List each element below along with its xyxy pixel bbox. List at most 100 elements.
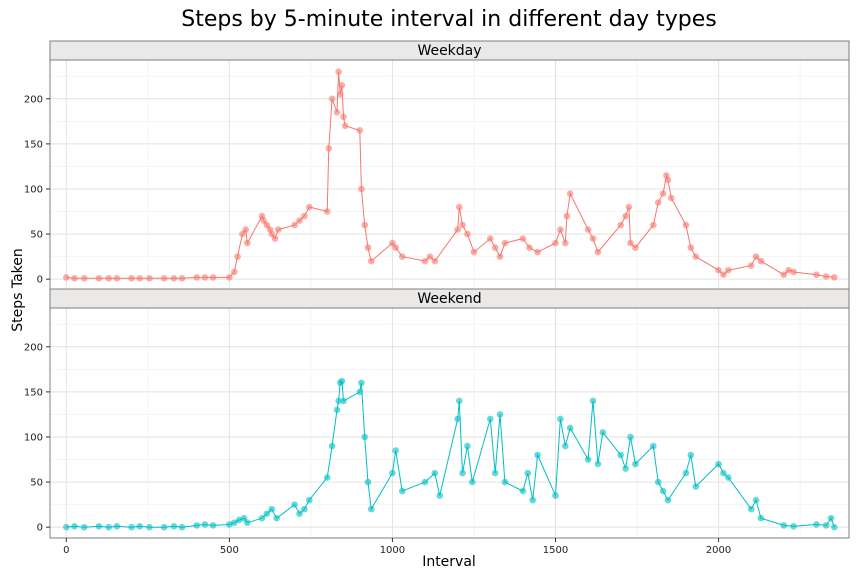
data-point-weekday: [692, 253, 700, 260]
data-point-weekend: [599, 429, 607, 436]
data-point-weekend: [519, 487, 527, 495]
data-point-weekday: [715, 266, 722, 274]
data-point-weekend: [827, 514, 835, 522]
data-point-weekend: [654, 478, 662, 486]
data-point-weekday: [105, 274, 113, 282]
data-point-weekend: [178, 523, 186, 531]
data-point-weekday: [491, 244, 499, 251]
chart-title: Steps by 5-minute interval in different …: [181, 7, 716, 32]
data-point-weekday: [361, 221, 369, 229]
data-point-weekday: [367, 257, 375, 265]
data-point-weekday: [421, 257, 429, 265]
x-tick-label: 2000: [706, 545, 731, 556]
data-point-weekday: [519, 235, 527, 242]
data-point-weekday: [234, 253, 241, 260]
data-point-weekday: [470, 248, 478, 256]
data-point-weekend: [790, 522, 797, 530]
data-point-weekday: [335, 68, 342, 76]
data-point-weekday: [80, 274, 88, 282]
y-tick-label: 0: [37, 275, 43, 286]
plot-area-weekend: [49, 307, 850, 539]
data-point-weekend: [687, 451, 695, 459]
y-tick-label: 150: [24, 139, 43, 150]
data-point-weekend: [594, 460, 602, 468]
data-point-weekday: [63, 274, 70, 281]
x-axis-label: Interval: [422, 554, 476, 570]
data-point-weekend: [80, 523, 88, 531]
data-point-weekend: [209, 522, 217, 529]
data-point-weekday: [526, 244, 533, 251]
data-point-weekend: [491, 469, 499, 477]
data-point-weekend: [459, 469, 466, 477]
data-point-weekend: [105, 523, 113, 531]
data-point-weekday: [627, 239, 634, 247]
data-point-weekday: [328, 95, 336, 103]
data-point-weekend: [201, 521, 209, 528]
data-point-weekday: [340, 113, 347, 121]
data-point-weekend: [431, 469, 439, 477]
data-point-weekend: [305, 496, 313, 504]
data-point-weekday: [682, 221, 690, 229]
data-point-weekend: [170, 522, 178, 530]
data-point-weekend: [469, 478, 476, 486]
y-tick-label: 200: [24, 342, 43, 353]
data-point-weekend: [338, 377, 346, 385]
data-point-weekend: [557, 415, 564, 423]
data-point-weekday: [128, 274, 135, 282]
data-point-weekday: [780, 271, 788, 278]
x-tick-label: 500: [220, 545, 239, 556]
data-point-weekday: [725, 266, 732, 274]
data-point-weekday: [659, 190, 667, 197]
data-point-weekday: [566, 190, 574, 197]
x-tick-label: 0: [63, 545, 69, 556]
data-point-weekday: [594, 248, 602, 256]
data-point-weekend: [333, 406, 341, 414]
data-point-weekday: [632, 244, 639, 251]
data-point-weekend: [496, 411, 504, 418]
data-point-weekend: [361, 433, 369, 441]
data-point-weekend: [780, 522, 788, 529]
data-point-weekday: [757, 257, 765, 265]
data-point-weekday: [301, 212, 308, 220]
data-point-weekday: [664, 176, 672, 184]
data-point-weekday: [501, 239, 509, 247]
data-point-weekend: [589, 397, 597, 405]
data-point-weekend: [725, 474, 732, 481]
data-point-weekend: [650, 442, 657, 450]
data-point-weekday: [244, 239, 251, 247]
data-point-weekend: [358, 379, 365, 387]
data-point-weekday: [822, 273, 830, 280]
data-point-weekday: [356, 127, 364, 134]
y-tick-label: 200: [24, 94, 43, 105]
data-point-weekend: [258, 514, 266, 522]
data-point-weekend: [263, 510, 271, 517]
x-axis: 0 500 1000 1500 2000: [63, 538, 731, 556]
data-point-weekend: [627, 433, 634, 441]
data-point-weekend: [392, 447, 399, 454]
data-point-weekday: [113, 274, 121, 282]
data-point-weekend: [715, 460, 722, 468]
data-point-weekday: [71, 274, 78, 282]
data-point-weekend: [831, 523, 838, 531]
data-point-weekend: [323, 474, 331, 481]
data-point-weekend: [230, 519, 238, 526]
data-point-weekday: [687, 244, 695, 251]
data-point-weekend: [501, 478, 509, 486]
data-point-weekday: [813, 271, 820, 278]
data-point-weekday: [667, 194, 675, 202]
y-tick-label: 100: [24, 184, 43, 195]
data-point-weekend: [71, 522, 78, 530]
data-point-weekday: [622, 212, 629, 220]
data-point-weekday: [496, 253, 504, 260]
data-point-weekday: [136, 274, 143, 282]
data-point-weekday: [209, 274, 217, 281]
data-point-weekend: [436, 492, 444, 499]
y-axis-weekday: 0 50 100 150 200: [24, 94, 50, 286]
data-point-weekend: [566, 424, 574, 432]
data-point-weekend: [421, 478, 429, 486]
data-point-weekend: [747, 505, 755, 513]
panel-weekend: Weekend 0 50 100 150 200: [24, 288, 850, 539]
data-point-weekday: [230, 268, 238, 276]
strip-label-weekend: Weekend: [417, 291, 481, 307]
data-point-weekday: [178, 274, 186, 282]
